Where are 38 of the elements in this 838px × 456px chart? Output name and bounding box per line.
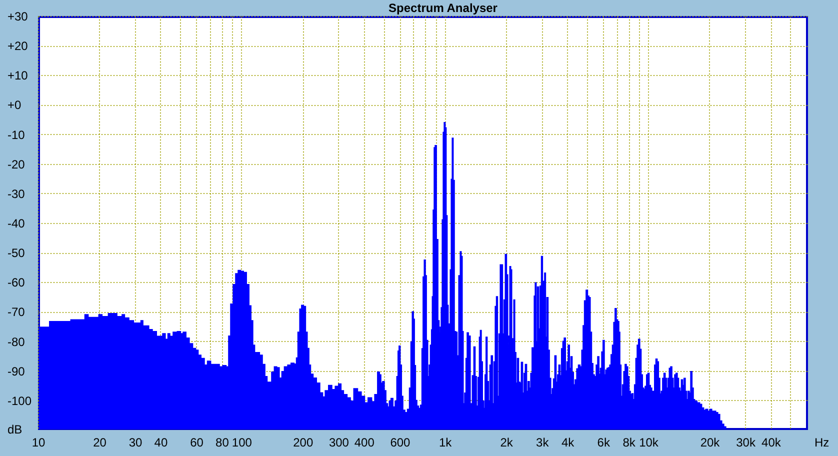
x-tick-label: 10	[32, 436, 46, 450]
x-tick-label: 20	[93, 436, 107, 450]
y-tick-label: +10	[8, 68, 28, 83]
y-tick-label: +0	[8, 98, 22, 112]
y-tick-label: +20	[8, 39, 28, 54]
y-tick-label: -80	[8, 334, 26, 349]
x-tick-label: 60	[190, 436, 204, 450]
y-tick-label: -40	[8, 216, 26, 230]
x-tick-label: 200	[293, 436, 314, 450]
x-tick-label: 10k	[639, 436, 660, 450]
y-tick-label: -70	[8, 305, 26, 320]
y-tick-label: -10	[8, 128, 26, 142]
y-axis-title: dB	[8, 422, 22, 436]
y-tick-label: -20	[8, 157, 26, 172]
x-tick-label: 30	[128, 436, 143, 450]
x-tick-label: 3k	[536, 436, 550, 450]
x-tick-label: 400	[354, 436, 375, 450]
y-tick-label: -90	[8, 364, 26, 378]
x-tick-label: 4k	[561, 436, 576, 450]
x-tick-label: 30k	[736, 436, 756, 450]
x-tick-label: 100	[232, 436, 252, 450]
y-tick-label: -50	[8, 246, 26, 260]
y-tick-label: -100	[8, 394, 32, 408]
x-tick-label: 1k	[438, 436, 453, 450]
y-tick-label: +30	[8, 10, 28, 24]
x-axis-title: Hz	[814, 436, 830, 450]
x-tick-label: 40	[154, 436, 168, 450]
x-tick-label: 8k	[622, 436, 636, 450]
x-tick-label: 80	[216, 436, 230, 450]
x-tick-label: 2k	[500, 436, 514, 450]
x-tick-label: 300	[328, 436, 350, 450]
x-tick-label: 600	[390, 436, 411, 450]
x-tick-label: 40k	[762, 436, 782, 450]
y-tick-label: -30	[8, 186, 26, 201]
chart-title: Spectrum Analyser	[388, 1, 498, 15]
y-tick-label: -60	[8, 276, 26, 290]
x-tick-label: 20k	[700, 436, 721, 450]
x-tick-label: 6k	[597, 436, 611, 450]
